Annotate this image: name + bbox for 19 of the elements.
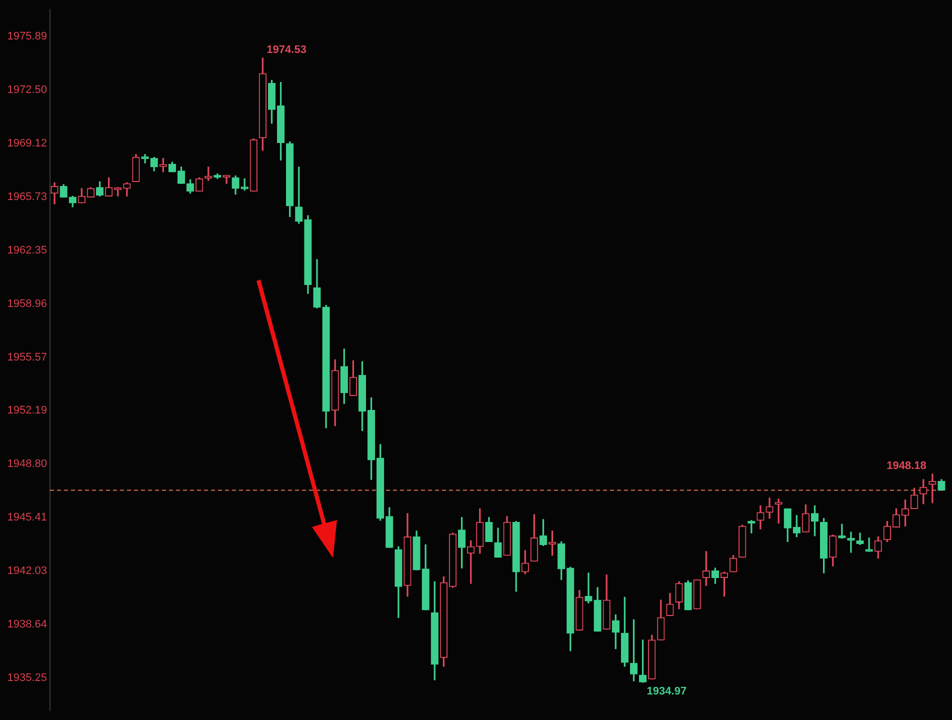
y-tick-label: 1958.96	[7, 298, 47, 310]
y-tick-label: 1945.41	[7, 512, 47, 524]
y-tick-label: 1965.73	[7, 190, 47, 203]
y-tick-label: 1969.12	[7, 137, 47, 150]
candlestick	[584, 572, 592, 604]
y-tick-label: 1975.89	[7, 30, 47, 43]
candlestick	[865, 538, 873, 552]
annotation: 1934.97	[646, 685, 687, 698]
annotation: 1948.18	[886, 460, 926, 472]
y-tick-label: 1935.25	[7, 672, 47, 684]
y-tick-label: 1938.64	[7, 618, 47, 631]
y-tick-label: 1962.35	[7, 244, 47, 256]
annotation: 1974.53	[266, 44, 306, 56]
y-tick-label: 1955.57	[7, 351, 47, 364]
y-tick-label: 1948.80	[7, 458, 47, 470]
y-tick-label: 1942.03	[7, 565, 47, 578]
candlestick	[928, 474, 936, 504]
y-tick-label: 1952.19	[7, 404, 47, 417]
y-tick-label: 1972.50	[7, 84, 47, 96]
